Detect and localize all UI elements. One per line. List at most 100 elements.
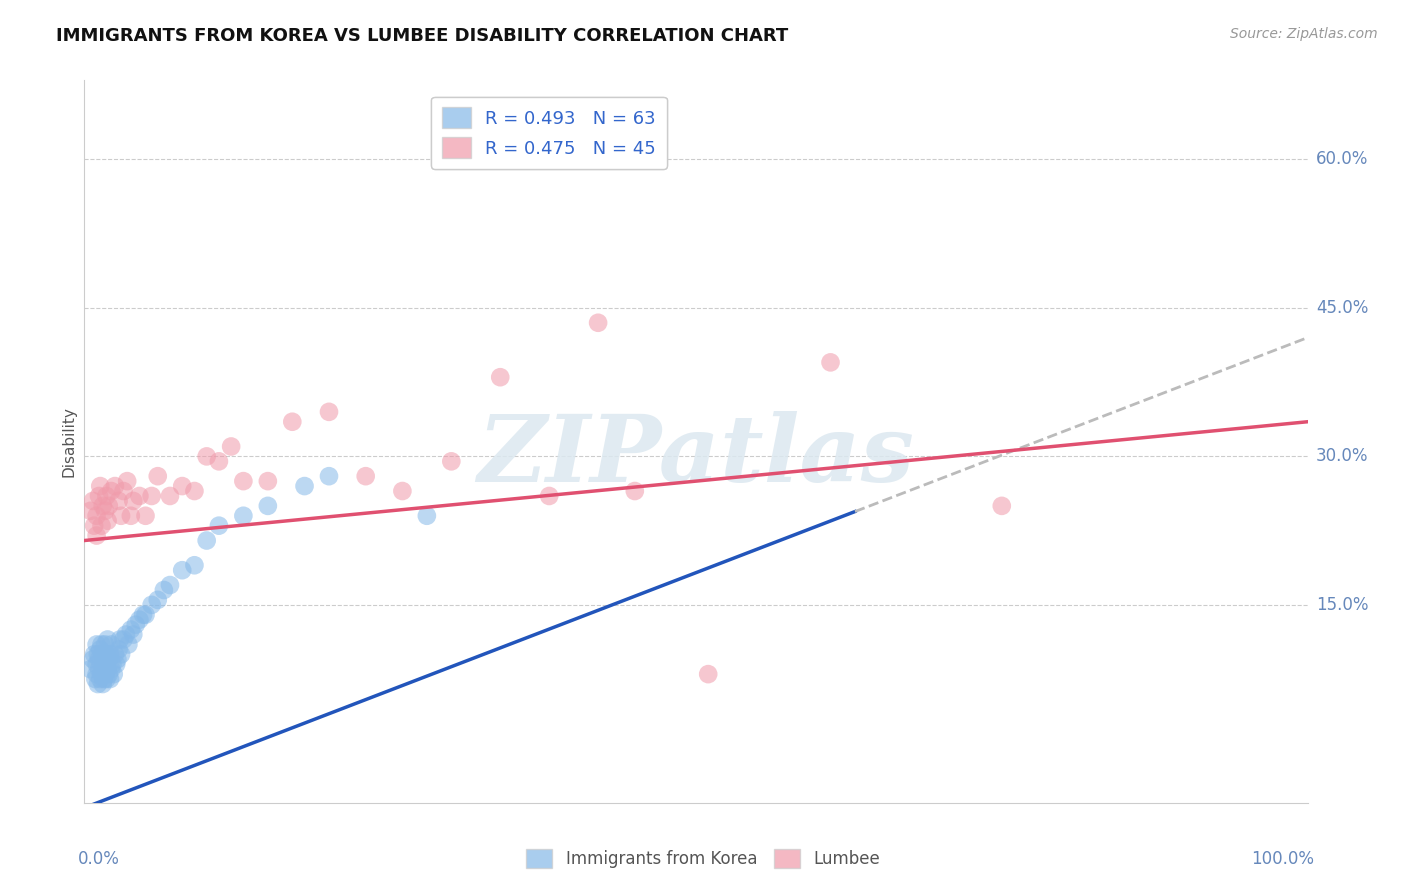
- Point: [991, 499, 1014, 513]
- Point: [105, 657, 128, 672]
- Point: [318, 469, 340, 483]
- Text: 60.0%: 60.0%: [1316, 151, 1368, 169]
- Point: [86, 657, 108, 672]
- Point: [100, 662, 122, 676]
- Point: [82, 652, 104, 666]
- Point: [195, 450, 218, 464]
- Point: [97, 652, 120, 666]
- Text: 30.0%: 30.0%: [1316, 448, 1368, 466]
- Point: [89, 642, 111, 657]
- Point: [526, 153, 548, 167]
- Point: [105, 652, 128, 666]
- Point: [104, 479, 127, 493]
- Point: [84, 672, 107, 686]
- Point: [391, 483, 413, 498]
- Point: [115, 474, 138, 488]
- Point: [87, 648, 110, 662]
- Point: [110, 648, 132, 662]
- Point: [91, 677, 114, 691]
- Point: [294, 479, 316, 493]
- Point: [115, 627, 138, 641]
- Point: [98, 672, 121, 686]
- Point: [94, 504, 117, 518]
- Point: [219, 440, 242, 454]
- Point: [820, 355, 842, 369]
- Point: [87, 662, 110, 676]
- Text: Source: ZipAtlas.com: Source: ZipAtlas.com: [1230, 27, 1378, 41]
- Point: [281, 415, 304, 429]
- Point: [128, 613, 150, 627]
- Point: [82, 494, 104, 508]
- Point: [83, 518, 105, 533]
- Point: [117, 637, 139, 651]
- Point: [624, 483, 647, 498]
- Point: [100, 637, 122, 651]
- Point: [93, 672, 115, 686]
- Point: [697, 667, 720, 681]
- Point: [257, 499, 280, 513]
- Point: [318, 405, 340, 419]
- Legend: R = 0.493   N = 63, R = 0.475   N = 45: R = 0.493 N = 63, R = 0.475 N = 45: [432, 96, 666, 169]
- Point: [93, 652, 115, 666]
- Point: [159, 489, 181, 503]
- Point: [159, 578, 181, 592]
- Point: [86, 637, 108, 651]
- Point: [96, 648, 118, 662]
- Point: [112, 483, 135, 498]
- Point: [120, 623, 142, 637]
- Point: [416, 508, 439, 523]
- Point: [79, 662, 101, 676]
- Point: [83, 648, 105, 662]
- Point: [107, 494, 129, 508]
- Point: [91, 499, 114, 513]
- Point: [97, 667, 120, 681]
- Text: 0.0%: 0.0%: [79, 850, 120, 868]
- Point: [101, 657, 124, 672]
- Point: [98, 648, 121, 662]
- Point: [110, 508, 132, 523]
- Point: [195, 533, 218, 548]
- Point: [141, 598, 163, 612]
- Point: [183, 558, 205, 573]
- Point: [257, 474, 280, 488]
- Point: [183, 483, 205, 498]
- Text: 100.0%: 100.0%: [1251, 850, 1313, 868]
- Y-axis label: Disability: Disability: [60, 406, 76, 477]
- Point: [107, 642, 129, 657]
- Point: [354, 469, 377, 483]
- Point: [97, 632, 120, 647]
- Point: [90, 518, 112, 533]
- Point: [86, 528, 108, 542]
- Point: [112, 632, 135, 647]
- Point: [96, 489, 118, 503]
- Text: 15.0%: 15.0%: [1316, 596, 1368, 614]
- Point: [489, 370, 512, 384]
- Point: [232, 508, 254, 523]
- Text: IMMIGRANTS FROM KOREA VS LUMBEE DISABILITY CORRELATION CHART: IMMIGRANTS FROM KOREA VS LUMBEE DISABILI…: [56, 27, 789, 45]
- Point: [172, 479, 194, 493]
- Point: [122, 627, 145, 641]
- Text: ZIPatlas: ZIPatlas: [478, 411, 914, 501]
- Point: [91, 648, 114, 662]
- Point: [122, 494, 145, 508]
- Point: [146, 469, 169, 483]
- Legend: Immigrants from Korea, Lumbee: Immigrants from Korea, Lumbee: [519, 842, 887, 875]
- Point: [132, 607, 155, 622]
- Point: [208, 454, 231, 468]
- Point: [90, 637, 112, 651]
- Point: [125, 617, 148, 632]
- Point: [89, 672, 111, 686]
- Point: [104, 648, 127, 662]
- Point: [172, 563, 194, 577]
- Point: [86, 667, 108, 681]
- Point: [87, 652, 110, 666]
- Point: [440, 454, 463, 468]
- Point: [141, 489, 163, 503]
- Point: [96, 672, 118, 686]
- Point: [97, 662, 120, 676]
- Point: [97, 499, 120, 513]
- Point: [135, 508, 157, 523]
- Point: [97, 514, 120, 528]
- Point: [79, 504, 101, 518]
- Point: [208, 518, 231, 533]
